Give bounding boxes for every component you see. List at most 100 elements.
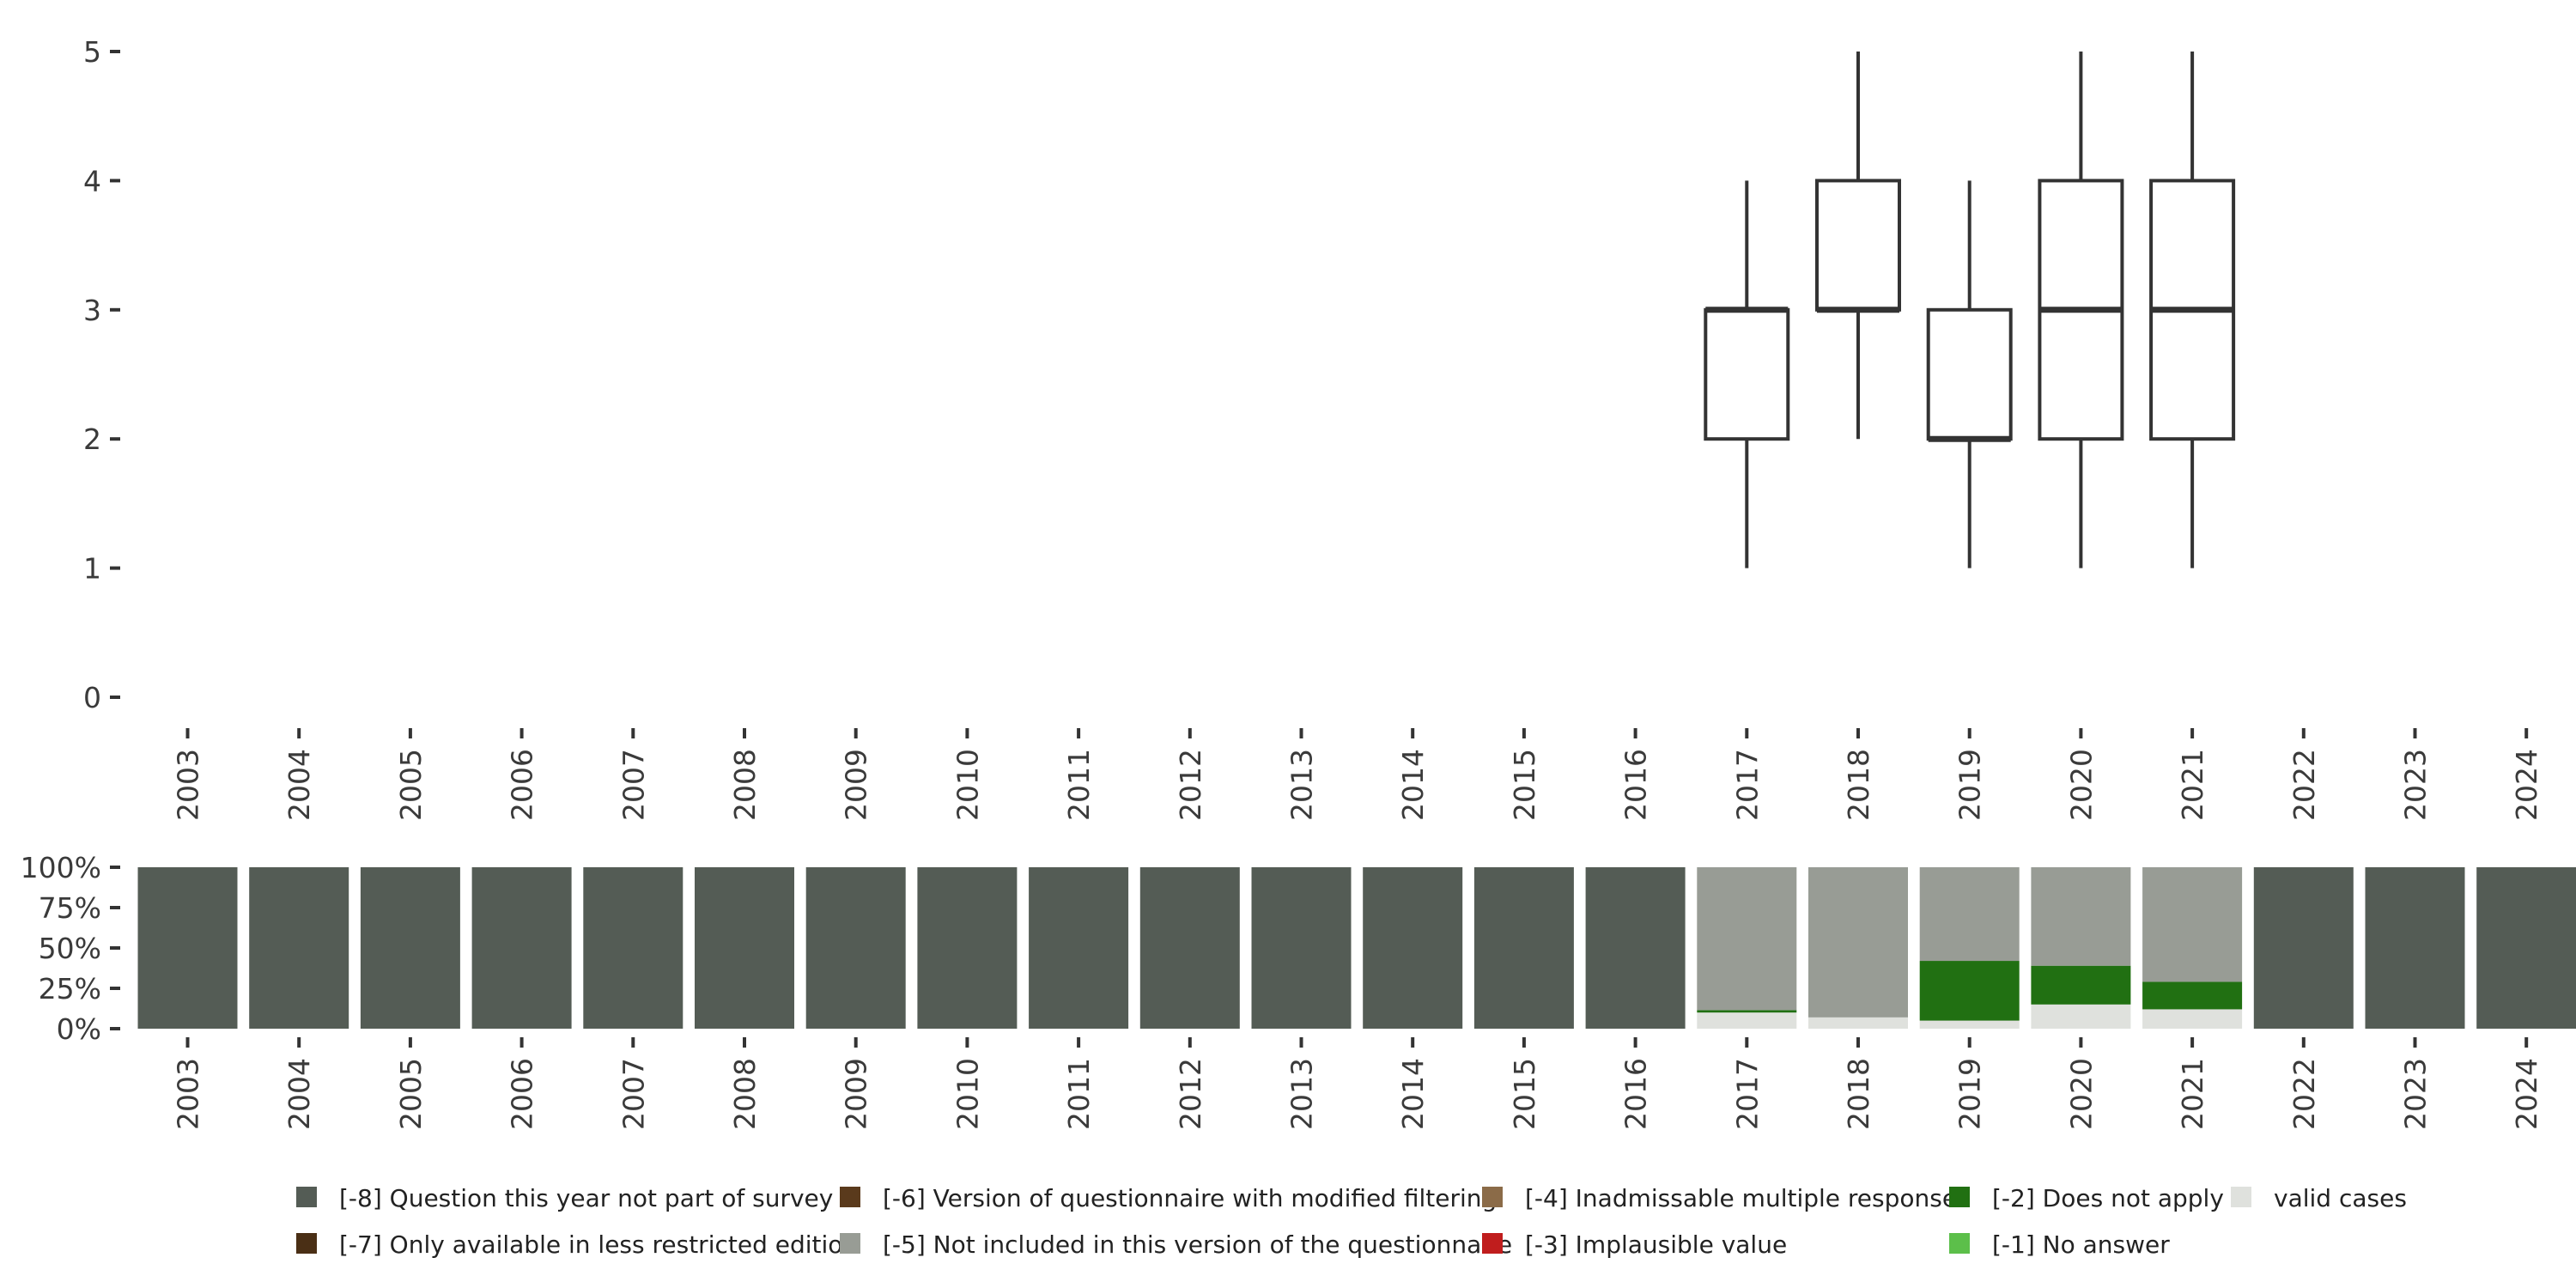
- x-tick-label-bottom-2024: 2024: [2510, 1058, 2543, 1130]
- y-tick-label-1: 1: [83, 552, 101, 586]
- boxplot-panel: 0 1 2 3 4 5: [83, 35, 2236, 714]
- box-2018: [1815, 179, 1901, 312]
- stacked-bar-panel: 0% 25% 50% 75% 100%: [21, 851, 2576, 1046]
- bar-segment-2021--2-does-not-apply: [2142, 981, 2243, 1010]
- y-tick-label-3: 3: [83, 294, 101, 327]
- legend-swatch--8-question-this-year-not-part-of-survey: [296, 1187, 317, 1207]
- x-tick-label-top-2004: 2004: [283, 749, 316, 821]
- x-tick-label-top-2020: 2020: [2064, 749, 2098, 821]
- x-tick-label-bottom-2014: 2014: [1396, 1058, 1430, 1130]
- x-tick-label-top-2010: 2010: [951, 749, 984, 821]
- x-tick-label-bottom-2023: 2023: [2399, 1058, 2433, 1130]
- bar-segment-2023--8-question-this-year-not-part-of-survey: [2365, 867, 2465, 1029]
- x-tick-label-top-2005: 2005: [394, 749, 428, 821]
- bar-segment-2017--5-not-included-in-this-version-of-the-questionnaire: [1697, 867, 1797, 1011]
- x-tick-label-top-2006: 2006: [506, 749, 539, 821]
- legend-swatch--3-implausible-value: [1482, 1233, 1503, 1254]
- x-tick-label-bottom-2009: 2009: [840, 1058, 873, 1130]
- x-tick-label-top-2017: 2017: [1730, 749, 1764, 821]
- bar-segment-2010--8-question-this-year-not-part-of-survey: [917, 867, 1018, 1029]
- x-tick-label-bottom-2017: 2017: [1730, 1058, 1764, 1130]
- boxplot-x-axis: 2003 2004 2005 2006 2007 2008 2009 2010 2011 2012…: [172, 728, 2543, 821]
- legend-label--5-not-included-in-this-version-of-the-questionnaire: [-5] Not included in this version of the…: [883, 1230, 1512, 1259]
- x-tick-label-top-2019: 2019: [1953, 749, 1987, 821]
- bar-segment-2003--8-question-this-year-not-part-of-survey: [137, 867, 238, 1029]
- bar-segment-2017--2-does-not-apply: [1697, 1010, 1797, 1013]
- x-tick-label-bottom-2008: 2008: [728, 1058, 762, 1130]
- x-tick-label-bottom-2004: 2004: [283, 1058, 316, 1130]
- x-tick-label-bottom-2011: 2011: [1062, 1058, 1096, 1130]
- bar-segment-2019--2-does-not-apply: [1919, 961, 2020, 1021]
- legend-swatch--2-does-not-apply: [1949, 1187, 1970, 1207]
- x-tick-label-top-2021: 2021: [2176, 749, 2209, 821]
- bar-segment-2013--8-question-this-year-not-part-of-survey: [1251, 867, 1352, 1029]
- bar-segment-2006--8-question-this-year-not-part-of-survey: [471, 867, 572, 1029]
- bar-segment-2004--8-question-this-year-not-part-of-survey: [249, 867, 349, 1029]
- legend-label--3-implausible-value: [-3] Implausible value: [1525, 1230, 1787, 1259]
- legend-swatch--4-inadmissable-multiple-response: [1482, 1187, 1503, 1207]
- x-tick-label-top-2011: 2011: [1062, 749, 1096, 821]
- bar-segment-2020--5-not-included-in-this-version-of-the-questionnaire: [2031, 867, 2131, 966]
- legend: [-8] Question this year not part of surv…: [296, 1184, 2407, 1259]
- x-tick-label-bottom-2003: 2003: [172, 1058, 205, 1130]
- legend-swatch--5-not-included-in-this-version-of-the-questionnaire: [840, 1233, 860, 1254]
- y-tick-label-2: 2: [83, 422, 101, 456]
- bar-y-tick-label-100%: 100%: [21, 851, 101, 884]
- x-tick-label-top-2022: 2022: [2287, 749, 2321, 821]
- x-tick-label-bottom-2006: 2006: [506, 1058, 539, 1130]
- bar-y-tick-label-75%: 75%: [39, 891, 101, 925]
- bar-segment-2014--8-question-this-year-not-part-of-survey: [1363, 867, 1463, 1029]
- legend-swatch--6-version-of-questionnaire-with-modified-filtering: [840, 1187, 860, 1207]
- bar-y-tick-label-0%: 0%: [57, 1012, 101, 1046]
- bar-y-tick-label-50%: 50%: [39, 932, 101, 965]
- x-tick-label-bottom-2022: 2022: [2287, 1058, 2321, 1130]
- bar-segment-2005--8-question-this-year-not-part-of-survey: [360, 867, 460, 1029]
- x-tick-label-bottom-2021: 2021: [2176, 1058, 2209, 1130]
- bar-segment-2007--8-question-this-year-not-part-of-survey: [583, 867, 683, 1029]
- bar-segment-2018--5-not-included-in-this-version-of-the-questionnaire: [1808, 867, 1908, 1018]
- legend-label-valid-cases: valid cases: [2274, 1184, 2407, 1212]
- legend-label--8-question-this-year-not-part-of-survey: [-8] Question this year not part of surv…: [339, 1184, 833, 1212]
- legend-swatch-valid-cases: [2231, 1187, 2251, 1207]
- box-2017: [1704, 307, 1790, 441]
- y-tick-label-4: 4: [83, 164, 101, 197]
- legend-label--2-does-not-apply: [-2] Does not apply: [1992, 1184, 2224, 1212]
- legend-swatch--7-only-available-in-less-restricted-edition: [296, 1233, 317, 1254]
- x-tick-label-top-2014: 2014: [1396, 749, 1430, 821]
- legend-swatch--1-no-answer: [1949, 1233, 1970, 1254]
- bar-segment-2020--2-does-not-apply: [2031, 965, 2131, 1005]
- x-tick-label-bottom-2007: 2007: [617, 1058, 650, 1130]
- x-tick-label-bottom-2012: 2012: [1174, 1058, 1207, 1130]
- bar-segment-2021--5-not-included-in-this-version-of-the-questionnaire: [2142, 867, 2243, 982]
- bar-y-tick-label-25%: 25%: [39, 972, 101, 1005]
- x-tick-label-top-2009: 2009: [840, 749, 873, 821]
- bar-segment-2008--8-question-this-year-not-part-of-survey: [695, 867, 794, 1029]
- bar-segment-2012--8-question-this-year-not-part-of-survey: [1139, 867, 1240, 1029]
- x-tick-label-top-2023: 2023: [2399, 749, 2433, 821]
- bar-segment-2018-valid-cases: [1808, 1017, 1908, 1029]
- bar-segment-2020-valid-cases: [2031, 1004, 2131, 1029]
- x-tick-label-bottom-2013: 2013: [1285, 1058, 1319, 1130]
- x-tick-label-top-2007: 2007: [617, 749, 650, 821]
- x-tick-label-bottom-2005: 2005: [394, 1058, 428, 1130]
- x-tick-label-top-2024: 2024: [2510, 749, 2543, 821]
- x-tick-label-top-2013: 2013: [1285, 749, 1319, 821]
- legend-label--1-no-answer: [-1] No answer: [1992, 1230, 2170, 1259]
- x-tick-label-bottom-2015: 2015: [1508, 1058, 1541, 1130]
- x-tick-label-top-2016: 2016: [1619, 749, 1653, 821]
- x-tick-label-bottom-2018: 2018: [1842, 1058, 1875, 1130]
- legend-label--6-version-of-questionnaire-with-modified-filtering: [-6] Version of questionnaire with modif…: [883, 1184, 1497, 1212]
- bar-segment-2016--8-question-this-year-not-part-of-survey: [1585, 867, 1686, 1029]
- x-tick-label-bottom-2019: 2019: [1953, 1058, 1987, 1130]
- legend-label--4-inadmissable-multiple-response: [-4] Inadmissable multiple response: [1525, 1184, 1957, 1212]
- legend-label--7-only-available-in-less-restricted-edition: [-7] Only available in less restricted e…: [339, 1230, 858, 1259]
- bar-segment-2019--5-not-included-in-this-version-of-the-questionnaire: [1919, 867, 2020, 962]
- bar-segment-2011--8-question-this-year-not-part-of-survey: [1029, 867, 1129, 1029]
- bar-segment-2024--8-question-this-year-not-part-of-survey: [2476, 867, 2576, 1029]
- bar-segment-2015--8-question-this-year-not-part-of-survey: [1473, 867, 1574, 1029]
- x-tick-label-top-2003: 2003: [172, 749, 205, 821]
- x-tick-label-top-2015: 2015: [1508, 749, 1541, 821]
- y-tick-label-5: 5: [83, 35, 101, 69]
- x-tick-label-bottom-2010: 2010: [951, 1058, 984, 1130]
